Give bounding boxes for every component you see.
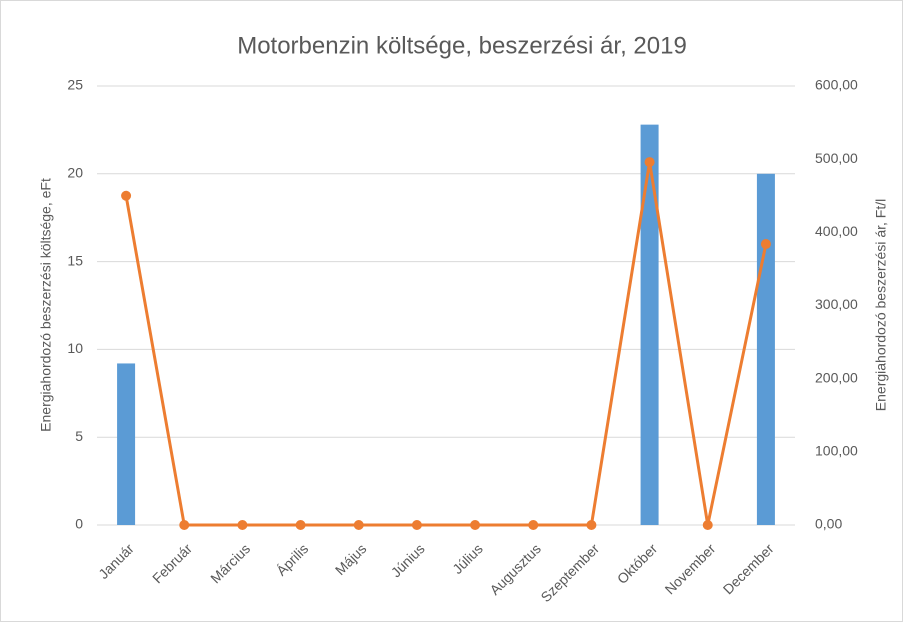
chart-title: Motorbenzin költsége, beszerzési ár, 201…	[237, 32, 687, 59]
y-tick-label: 10	[67, 340, 83, 356]
line-marker	[237, 520, 248, 530]
y2-tick-label: 400,00	[815, 223, 858, 239]
y-tick-label: 5	[75, 428, 83, 444]
y2-tick-label: 500,00	[815, 150, 858, 166]
y-axis-label: Energiahordozó beszerzési költsége, eFt	[38, 178, 54, 432]
line-marker	[760, 239, 771, 250]
y-tick-label: 0	[75, 516, 83, 532]
line-marker	[411, 520, 422, 530]
bar	[117, 363, 136, 525]
y2-tick-label: 300,00	[815, 296, 858, 312]
line-marker	[644, 157, 655, 168]
y2-axis-label: Energiahordozó beszerzési ár, Ft/l	[873, 199, 889, 411]
line-marker	[528, 520, 539, 530]
y-tick-label: 20	[67, 165, 83, 181]
y2-tick-label: 0,00	[815, 516, 842, 532]
line-marker	[702, 520, 713, 530]
y2-tick-label: 600,00	[815, 77, 858, 93]
bar	[756, 173, 775, 526]
y2-tick-label: 200,00	[815, 369, 858, 385]
bar	[640, 124, 659, 525]
line-marker	[121, 190, 132, 201]
line	[124, 160, 768, 527]
line-marker	[179, 520, 190, 530]
y2-tick-label: 100,00	[815, 443, 858, 459]
line-marker	[470, 520, 481, 530]
line-marker	[295, 520, 306, 530]
line-marker	[586, 520, 597, 530]
y-tick-label: 25	[67, 77, 83, 93]
line-marker	[353, 520, 364, 530]
y-tick-label: 15	[67, 252, 83, 268]
